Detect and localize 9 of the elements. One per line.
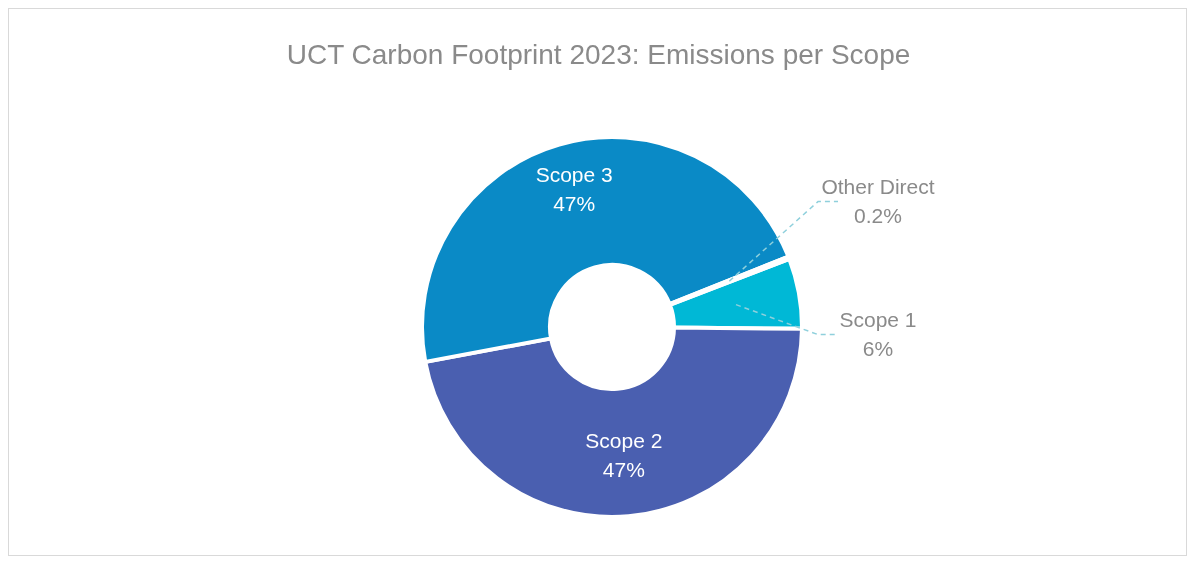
slice-label: Other Direct — [821, 174, 935, 198]
data-label: 47% — [602, 458, 645, 482]
data-label: 6% — [862, 336, 894, 360]
data-label: 0.2% — [854, 203, 902, 227]
slice-label: Scope 3 — [535, 163, 613, 187]
chart-title: UCT Carbon Footprint 2023: Emissions per Scope — [285, 39, 912, 71]
data-label: 47% — [553, 192, 596, 216]
slice-label: Scope 1 — [839, 307, 917, 331]
slice-label: Scope 2 — [585, 429, 663, 453]
